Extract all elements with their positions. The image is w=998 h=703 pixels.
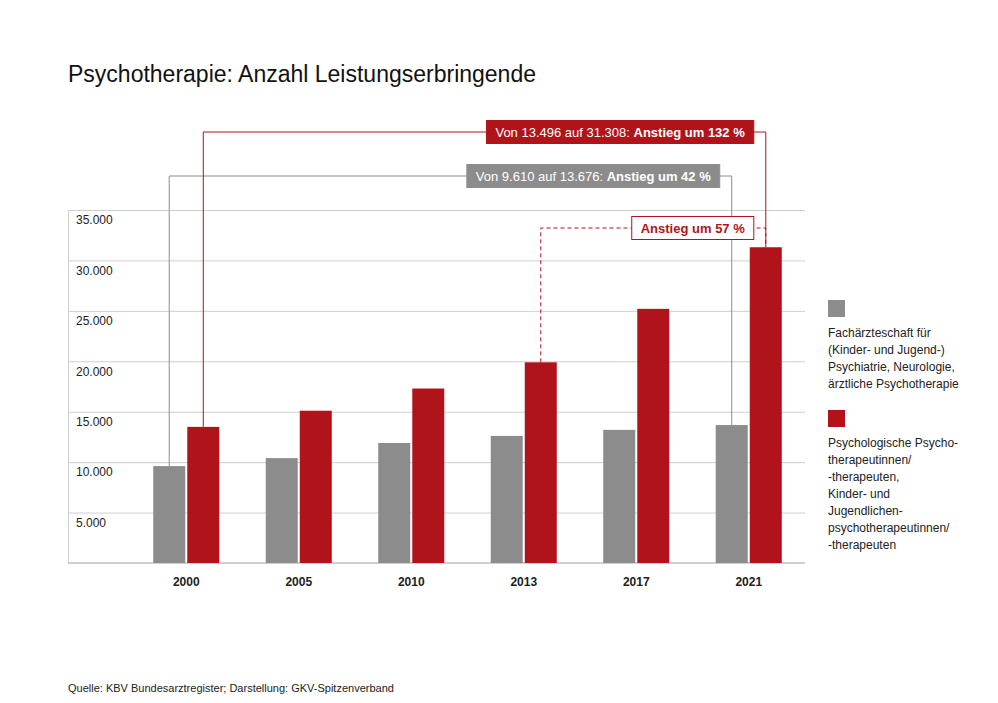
annotation-box [467, 165, 720, 188]
y-axis: 5.000 10.000 15.000 20.000 25.000 30.000 35.00… [68, 211, 805, 564]
legend-item: Fachärzteschaft für (Kinder- und Jugend-)… [828, 300, 959, 391]
annotation: Anstieg um 57 % [632, 217, 754, 240]
y-tick-label: 15.000 [76, 415, 113, 429]
y-tick-label: 25.000 [76, 314, 113, 328]
x-tick: 2021 [735, 563, 762, 589]
annotation-highlight: Anstieg um 57 % [641, 221, 745, 236]
bar [491, 436, 523, 563]
legend-label-line: Fachärzteschaft für [828, 326, 931, 340]
legend: Fachärzteschaft für (Kinder- und Jugend-)… [828, 300, 959, 552]
legend-swatch [828, 300, 845, 317]
y-tick-label: 30.000 [76, 264, 113, 278]
chart: Psychotherapie: Anzahl Leistungserbringe… [0, 0, 998, 703]
x-tick-label: 2017 [623, 575, 650, 589]
y-tick-label: 35.000 [76, 213, 113, 227]
bar [153, 466, 185, 563]
x-tick: 2000 [173, 563, 200, 589]
annotation-prefix: Von 9.610 auf 13.676: [476, 169, 607, 184]
annotation: Von 9.610 auf 13.676: Anstieg um 42 % [467, 165, 720, 188]
annotations: Von 9.610 auf 13.676: Anstieg um 42 %Von… [467, 121, 754, 240]
grid-line [68, 210, 805, 211]
legend-label-line: Jugendlichen- [828, 504, 903, 518]
annotation-box [486, 121, 753, 144]
legend-label-line: Kinder- und [828, 487, 890, 501]
bar [378, 443, 410, 563]
title: Psychotherapie: Anzahl Leistungserbringe… [68, 61, 536, 87]
bar [716, 425, 748, 563]
grid-line [68, 311, 805, 312]
annotation-text: Anstieg um 57 % [641, 221, 745, 236]
annotation: Von 13.496 auf 31.308: Anstieg um 132 % [486, 121, 753, 144]
legend-swatch [828, 410, 845, 427]
x-tick-label: 2021 [735, 575, 762, 589]
annotation-connector [541, 228, 766, 362]
legend-item: Psychologische Psycho-therapeutinnen/ -th… [828, 410, 958, 552]
legend-label-line: Psychiatrie, Neurologie, [828, 360, 955, 374]
y-tick: 25.000 [68, 311, 805, 328]
annotation-prefix: Von 13.496 auf 31.308: [495, 125, 633, 140]
annotation-highlight: Anstieg um 132 % [634, 125, 746, 140]
x-tick-label: 2005 [285, 575, 312, 589]
legend-label-line: (Kinder- und Jugend-) [828, 343, 945, 357]
source: Quelle: KBV Bundesarztregister; Darstell… [68, 682, 394, 694]
bar [266, 458, 298, 563]
bar [187, 427, 219, 563]
x-tick: 2005 [285, 563, 312, 589]
grid-line [68, 361, 805, 362]
annotation-connectors [169, 132, 766, 466]
y-tick: 20.000 [68, 362, 805, 379]
bar [637, 309, 669, 563]
x-tick-label: 2010 [398, 575, 425, 589]
x-tick: 2017 [623, 563, 650, 589]
bar [603, 430, 635, 563]
y-tick-label: 5.000 [76, 516, 106, 530]
annotation-highlight: Anstieg um 42 % [607, 169, 711, 184]
x-tick-label: 2000 [173, 575, 200, 589]
y-tick-label: 20.000 [76, 365, 113, 379]
bars [153, 247, 782, 563]
bar [750, 247, 782, 563]
legend-label: Fachärzteschaft für (Kinder- und Jugend-)… [828, 326, 959, 391]
bar [412, 389, 444, 563]
y-tick-label: 10.000 [76, 465, 113, 479]
y-tick: 30.000 [68, 261, 805, 278]
legend-label-line: psychotherapeutinnen/ [828, 521, 950, 535]
annotation-connector [203, 132, 766, 427]
annotation-text: Von 9.610 auf 13.676: Anstieg um 42 % [476, 169, 711, 184]
x-tick: 2013 [510, 563, 537, 589]
y-axis-line [68, 211, 69, 564]
legend-label: Psychologische Psycho-therapeutinnen/ -th… [828, 436, 958, 552]
legend-label-line: therapeutinnen/ [828, 453, 912, 467]
annotation-text: Von 13.496 auf 31.308: Anstieg um 132 % [495, 125, 745, 140]
bar-series [187, 247, 781, 563]
x-axis: 2000 2005 2010 2013 2017 2021 [68, 563, 805, 589]
legend-label-line: -therapeuten, [828, 470, 899, 484]
legend-label-line: -therapeuten [828, 538, 896, 552]
annotation-box [632, 217, 754, 240]
legend-label-line: ärztliche Psychotherapie [828, 377, 959, 391]
grid-line [68, 260, 805, 261]
x-tick-label: 2013 [510, 575, 537, 589]
legend-label-line: Psychologische Psycho- [828, 436, 958, 450]
x-tick: 2010 [398, 563, 425, 589]
bar [525, 362, 557, 563]
bar [300, 411, 332, 563]
